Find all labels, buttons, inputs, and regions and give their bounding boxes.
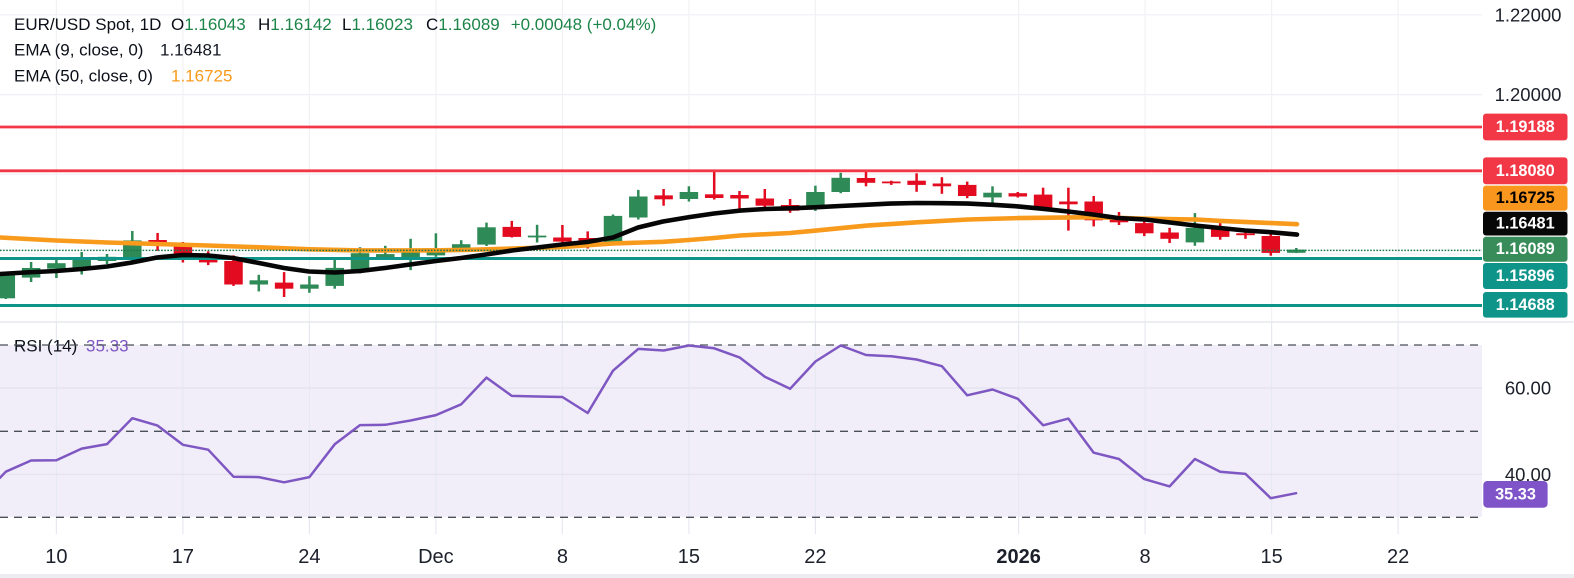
svg-text:8: 8 <box>1140 546 1151 568</box>
svg-text:24: 24 <box>298 546 320 568</box>
svg-text:EMA (9, close, 0)1.16481: EMA (9, close, 0) 1.16481 <box>14 40 221 59</box>
svg-text:1.15896: 1.15896 <box>1496 267 1555 285</box>
svg-text:1.19188: 1.19188 <box>1496 118 1555 136</box>
svg-text:15: 15 <box>1260 546 1282 568</box>
svg-text:1.20000: 1.20000 <box>1495 84 1562 105</box>
svg-text:1.16089: 1.16089 <box>1496 240 1555 258</box>
svg-text:40.00: 40.00 <box>1505 464 1551 485</box>
svg-text:1.16481: 1.16481 <box>1496 215 1555 233</box>
svg-text:22: 22 <box>804 546 826 568</box>
svg-text:Dec: Dec <box>418 546 454 568</box>
svg-text:8: 8 <box>557 546 568 568</box>
svg-text:22: 22 <box>1387 546 1409 568</box>
svg-text:2026: 2026 <box>996 546 1041 568</box>
svg-text:60.00: 60.00 <box>1505 378 1551 399</box>
svg-text:1.22000: 1.22000 <box>1495 4 1562 25</box>
svg-text:1.14688: 1.14688 <box>1496 296 1555 314</box>
svg-text:1.18080: 1.18080 <box>1496 162 1555 180</box>
svg-text:35.33: 35.33 <box>1495 486 1536 504</box>
svg-text:10: 10 <box>45 546 67 568</box>
svg-text:17: 17 <box>172 546 194 568</box>
svg-text:15: 15 <box>678 546 700 568</box>
svg-text:EMA (50, close, 0)1.16725: EMA (50, close, 0) 1.16725 <box>14 66 232 85</box>
svg-text:1.16725: 1.16725 <box>1496 189 1555 207</box>
